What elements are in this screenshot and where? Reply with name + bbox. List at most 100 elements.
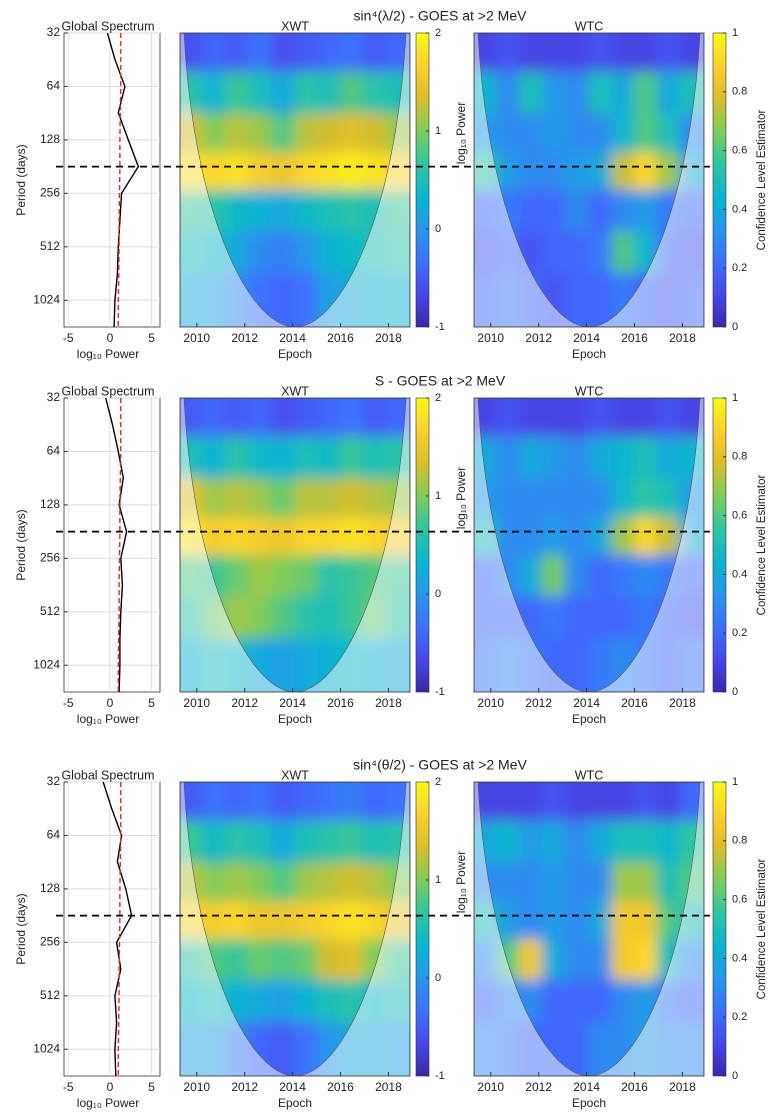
colorbar-tick-label: 0: [732, 686, 738, 698]
y-tick-label: 128: [40, 881, 60, 895]
x-axis-label: Epoch: [278, 1096, 312, 1110]
heat-cell: [340, 554, 364, 597]
heatmap: [180, 33, 410, 327]
x-tick-label: 2014: [279, 696, 306, 710]
heat-cell: [588, 33, 613, 73]
heat-cell: [202, 152, 227, 191]
heat-cell: [294, 152, 319, 191]
heat-cell: [362, 862, 387, 903]
x-tick-label: 2012: [231, 696, 258, 710]
heat-cell: [564, 152, 590, 191]
heat-cell: [611, 152, 636, 191]
heat-cell: [362, 478, 387, 519]
heat-cell: [270, 272, 296, 327]
heat-cell: [317, 71, 342, 115]
heat-cell: [294, 398, 319, 438]
heat-cell: [611, 517, 636, 556]
heat-cell: [294, 478, 319, 519]
x-tick-label: 2018: [669, 1080, 696, 1094]
y-tick-label: 64: [47, 828, 61, 842]
y-tick-label: 256: [40, 551, 60, 565]
heat-cell: [270, 862, 296, 903]
heat-cell: [541, 938, 566, 981]
colorbar-tick-label: 0: [435, 972, 441, 984]
heat-cell: [564, 189, 590, 232]
heat-cell: [317, 398, 342, 438]
colorbar-tick-label: 0.8: [732, 835, 747, 847]
x-tick-label: 2010: [477, 331, 504, 345]
heat-cell: [564, 230, 590, 274]
heat-cell: [225, 862, 249, 903]
heat-cell: [588, 979, 613, 1023]
heat-cell: [496, 113, 521, 154]
x-tick-label: 2014: [279, 331, 306, 345]
heat-cell: [656, 71, 681, 115]
heat-cell: [294, 862, 319, 903]
x-tick-label: 5: [148, 1080, 155, 1094]
heat-cell: [519, 113, 543, 154]
heat-cell: [656, 901, 681, 940]
x-axis-label: Epoch: [278, 712, 312, 726]
heatmap: [474, 33, 704, 327]
x-tick-label: 2012: [525, 331, 552, 345]
heat-cell: [362, 782, 387, 822]
colorbar-label: Confidence Level Estimator: [756, 110, 768, 251]
heat-cell: [519, 33, 543, 73]
heat-cell: [519, 71, 543, 115]
x-tick-label: 2012: [525, 696, 552, 710]
heat-cell: [541, 152, 566, 191]
heat-cell: [519, 820, 543, 864]
heat-cell: [519, 901, 543, 940]
heat-cell: [225, 820, 249, 864]
heat-cell: [317, 820, 342, 864]
colorbar-tick-label: -1: [435, 686, 445, 698]
heat-cell: [317, 230, 342, 274]
heat-cell: [247, 33, 272, 73]
colorbar-tick-label: 0.4: [732, 568, 747, 580]
panel-frame: [179, 32, 411, 328]
y-tick-label: 1024: [33, 657, 60, 671]
heat-cell: [270, 33, 296, 73]
x-tick-label: 2012: [231, 1080, 258, 1094]
heat-cell: [362, 152, 387, 191]
heat-cell: [634, 517, 658, 556]
heat-cell: [340, 862, 364, 903]
heat-cell: [588, 820, 613, 864]
y-axis-label: Period (days): [14, 144, 28, 215]
y-tick-label: 1024: [33, 1041, 60, 1055]
colorbar-tick-label: 0.6: [732, 894, 747, 906]
heat-cell: [225, 113, 249, 154]
x-tick-label: 2016: [327, 1080, 354, 1094]
colorbar-tick-label: 1: [435, 874, 441, 886]
y-axis-label: Period (days): [14, 509, 28, 580]
heat-cell: [634, 782, 658, 822]
heat-cell: [634, 152, 658, 191]
heat-cell: [294, 113, 319, 154]
heat-cell: [317, 436, 342, 480]
heat-cell: [541, 230, 566, 274]
x-axis-label: log₁₀ Power: [77, 347, 139, 361]
x-tick-label: 0: [107, 696, 114, 710]
y-tick-label: 128: [40, 497, 60, 511]
heat-cell: [225, 478, 249, 519]
x-axis-label: log₁₀ Power: [77, 712, 139, 726]
x-tick-label: 2010: [477, 696, 504, 710]
x-tick-label: 2018: [669, 331, 696, 345]
heat-cell: [294, 189, 319, 232]
heat-cell: [270, 938, 296, 981]
heat-cell: [247, 554, 272, 597]
x-tick-label: 2014: [573, 696, 600, 710]
y-tick-label: 512: [40, 988, 60, 1002]
heat-cell: [541, 189, 566, 232]
heat-cell: [247, 152, 272, 191]
colorbar-tick-label: 1: [732, 27, 738, 39]
x-tick-label: 2012: [231, 331, 258, 345]
heat-cell: [519, 478, 543, 519]
heat-cell: [588, 862, 613, 903]
heat-cell: [202, 478, 227, 519]
heat-cell: [519, 517, 543, 556]
x-axis-label: Epoch: [572, 712, 606, 726]
colorbar-tick-label: 0.2: [732, 262, 747, 274]
heat-cell: [656, 152, 681, 191]
heat-cell: [634, 862, 658, 903]
